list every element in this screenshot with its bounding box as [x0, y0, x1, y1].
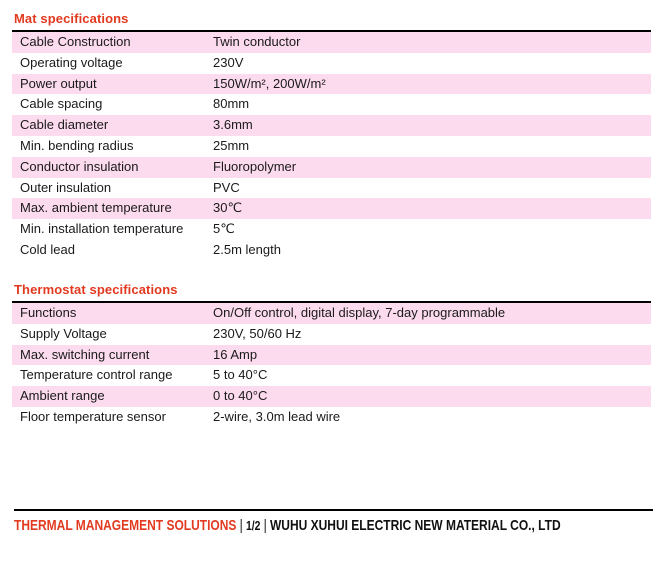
spec-value: 2-wire, 3.0m lead wire — [213, 408, 341, 424]
spec-label: Min. installation temperature — [20, 221, 184, 237]
spec-label: Cable Construction — [20, 34, 131, 49]
thermostat-spec-table: Functions On/Off control, digital display… — [12, 301, 651, 428]
spec-row: Cold lead 2.5m length — [12, 239, 651, 261]
spec-row: Ambient range 0 to 40°C — [12, 386, 651, 407]
spec-value: 5℃ — [213, 221, 235, 237]
spec-label: Cable diameter — [20, 117, 109, 133]
spec-row: Min. bending radius 25mm — [12, 135, 651, 157]
spec-row: Min. installation temperature 5℃ — [12, 219, 651, 240]
footer-text: THERMAL MANAGEMENT SOLUTIONS | 1/2 | WUHU XU… — [14, 517, 653, 534]
footer-page-number: 1/2 — [245, 518, 261, 533]
spec-row: Cable spacing 80mm — [12, 94, 651, 116]
footer-separator: | — [239, 517, 243, 534]
spec-value: Twin conductor — [213, 34, 301, 49]
spec-row: Supply Voltage 230V, 50/60 Hz — [12, 323, 651, 345]
spec-value: 0 to 40°C — [213, 388, 268, 404]
spec-row: Operating voltage 230V — [12, 52, 651, 74]
spec-row: Cable diameter 3.6mm — [12, 115, 651, 136]
spec-label: Max. switching current — [20, 346, 150, 362]
spec-label: Conductor insulation — [20, 158, 139, 174]
thermostat-section-title: Thermostat specifications — [14, 282, 178, 297]
spec-label: Temperature control range — [20, 367, 173, 383]
spec-value: 3.6mm — [213, 117, 253, 133]
spec-label: Ambient range — [20, 388, 105, 404]
spec-row: Temperature control range 5 to 40°C — [12, 365, 651, 387]
spec-value: 230V, 50/60 Hz — [213, 325, 302, 341]
thermostat-specifications-section: Thermostat specifications Functions On/Of… — [12, 280, 651, 428]
spec-label: Min. bending radius — [20, 137, 134, 153]
spec-row: Outer insulation PVC — [12, 177, 651, 199]
spec-row: Floor temperature sensor 2-wire, 3.0m lea… — [12, 406, 651, 428]
spec-value: On/Off control, digital display, 7-day p… — [213, 305, 506, 320]
spec-label: Floor temperature sensor — [20, 408, 166, 424]
spec-label: Cold lead — [20, 241, 75, 257]
footer-separator: | — [263, 517, 267, 534]
footer-company: WUHU XUHUI ELECTRIC NEW MATERIAL CO., LT… — [269, 517, 561, 534]
mat-section-title: Mat specifications — [14, 11, 129, 26]
spec-value: Fluoropolymer — [213, 158, 297, 174]
spec-value: 150W/m², 200W/m² — [213, 75, 326, 91]
spec-label: Max. ambient temperature — [20, 200, 172, 216]
spec-value: 230V — [213, 54, 244, 70]
spec-value: 2.5m length — [213, 241, 281, 257]
spec-value: 5 to 40°C — [213, 367, 268, 383]
spec-value: 80mm — [213, 96, 250, 112]
spec-row: Functions On/Off control, digital display… — [12, 303, 651, 324]
spec-row: Max. ambient temperature 30℃ — [12, 198, 651, 220]
spec-label: Operating voltage — [20, 54, 123, 70]
spec-row: Conductor insulation Fluoropolymer — [12, 156, 651, 178]
spec-label: Cable spacing — [20, 96, 103, 112]
spec-value: PVC — [213, 179, 240, 195]
spec-label: Outer insulation — [20, 179, 112, 195]
mat-spec-table: Cable Construction Twin conductor Operatin… — [12, 30, 651, 261]
spec-label: Supply Voltage — [20, 325, 107, 341]
spec-label: Functions — [20, 305, 77, 320]
spec-row: Max. switching current 16 Amp — [12, 344, 651, 366]
spec-value: 16 Amp — [213, 346, 258, 362]
footer: THERMAL MANAGEMENT SOLUTIONS | 1/2 | WUHU XU… — [14, 509, 653, 534]
spec-value: 25mm — [213, 137, 250, 153]
spec-value: 30℃ — [213, 200, 243, 216]
footer-brand: THERMAL MANAGEMENT SOLUTIONS — [14, 517, 237, 534]
mat-specifications-section: Mat specifications Cable Construction Twi… — [12, 9, 651, 261]
spec-label: Power output — [20, 75, 97, 91]
spec-row: Power output 150W/m², 200W/m² — [12, 73, 651, 95]
spec-row: Cable Construction Twin conductor — [12, 32, 651, 53]
